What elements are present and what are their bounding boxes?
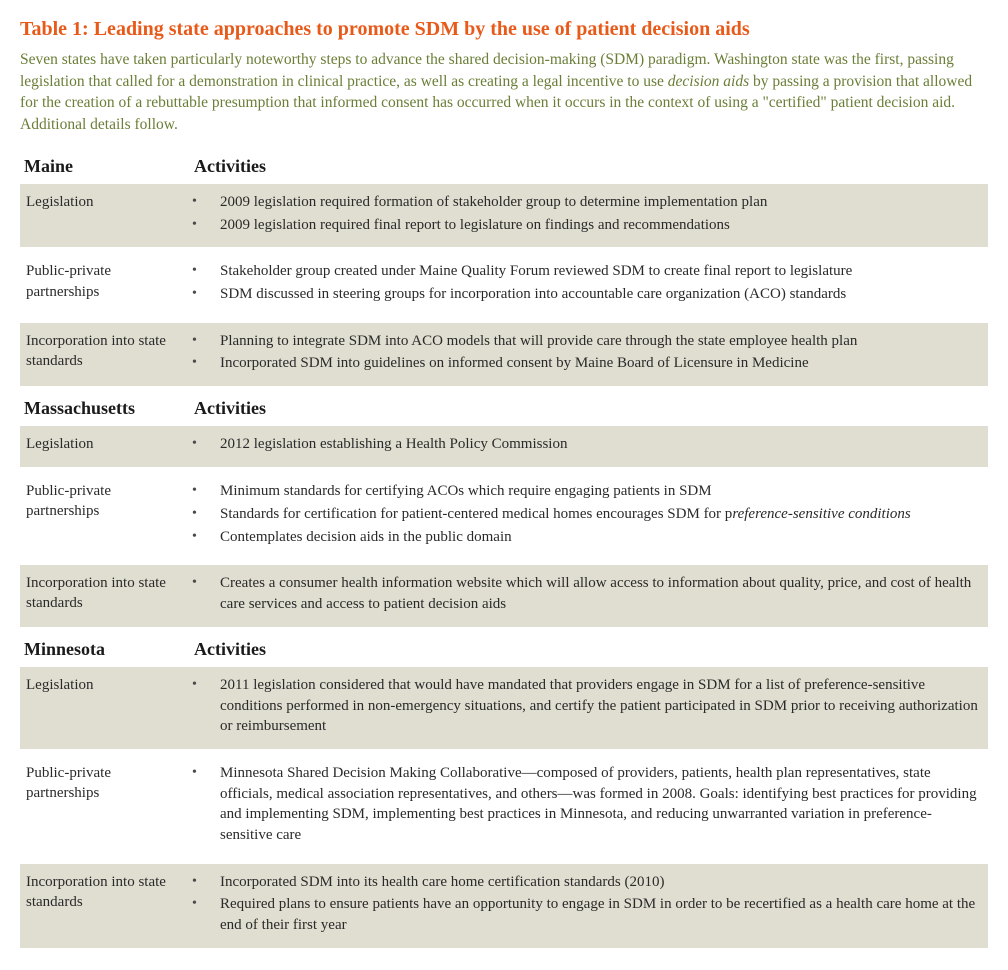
- bullet-text: 2009 legislation required final report t…: [220, 215, 982, 236]
- bullet-icon: •: [190, 527, 220, 547]
- row-label-ppp: Public-private partnerships: [26, 481, 190, 549]
- bullet-icon: •: [190, 353, 220, 373]
- list-item: •Contemplates decision aids in the publi…: [190, 527, 982, 548]
- list-item: •Standards for certification for patient…: [190, 504, 982, 525]
- list-item: •2009 legislation required final report …: [190, 215, 982, 236]
- row-label-ppp: Public-private partnerships: [26, 261, 190, 306]
- list-item: •2011 legislation considered that would …: [190, 675, 982, 737]
- row-label-legislation: Legislation: [26, 192, 190, 237]
- list-item: •SDM discussed in steering groups for in…: [190, 284, 982, 305]
- list-item: •Creates a consumer health information w…: [190, 573, 982, 614]
- intro-italic-1: decision aids: [668, 73, 749, 90]
- row-content: •2009 legislation required formation of …: [190, 192, 982, 237]
- row-content: •2012 legislation establishing a Health …: [190, 434, 982, 457]
- table-row: Legislation •2011 legislation considered…: [20, 667, 988, 749]
- table-row: Legislation •2012 legislation establishi…: [20, 426, 988, 467]
- table-row: Incorporation into state standards •Inco…: [20, 864, 988, 948]
- table-row: Public-private partnerships •Minnesota S…: [20, 755, 988, 858]
- bullet-text: Minnesota Shared Decision Making Collabo…: [220, 763, 982, 846]
- table-row: Legislation •2009 legislation required f…: [20, 184, 988, 247]
- bullet-icon: •: [190, 434, 220, 454]
- state-header-row: Minnesota Activities: [20, 633, 988, 667]
- bullet-text: 2012 legislation establishing a Health P…: [220, 434, 982, 455]
- row-label-legislation: Legislation: [26, 434, 190, 457]
- row-label-inc: Incorporation into state standards: [26, 331, 190, 376]
- state-header-row: Maine Activities: [20, 150, 988, 184]
- bullet-icon: •: [190, 261, 220, 281]
- state-name: Minnesota: [24, 637, 194, 661]
- bullet-text: 2011 legislation considered that would h…: [220, 675, 982, 737]
- bullet-icon: •: [190, 763, 220, 783]
- table-row: Public-private partnerships •Minimum sta…: [20, 473, 988, 559]
- bullet-text: Required plans to ensure patients have a…: [220, 894, 982, 935]
- bullet-text: Contemplates decision aids in the public…: [220, 527, 982, 548]
- activities-header: Activities: [194, 637, 984, 661]
- list-item: •Minimum standards for certifying ACOs w…: [190, 481, 982, 502]
- list-item: •Incorporated SDM into its health care h…: [190, 872, 982, 893]
- bullet-text: SDM discussed in steering groups for inc…: [220, 284, 982, 305]
- bullet-text: Standards for certification for patient-…: [220, 504, 982, 525]
- row-label-inc: Incorporation into state standards: [26, 872, 190, 938]
- row-content: •Stakeholder group created under Maine Q…: [190, 261, 982, 306]
- table-row: Incorporation into state standards •Plan…: [20, 323, 988, 386]
- bullet-icon: •: [190, 481, 220, 501]
- row-label-legislation: Legislation: [26, 675, 190, 739]
- bullet-text: Incorporated SDM into guidelines on info…: [220, 353, 982, 374]
- table-intro: Seven states have taken particularly not…: [20, 49, 988, 136]
- row-label-ppp: Public-private partnerships: [26, 763, 190, 848]
- bullet-icon: •: [190, 331, 220, 351]
- list-item: •Stakeholder group created under Maine Q…: [190, 261, 982, 282]
- bullet-text: Creates a consumer health information we…: [220, 573, 982, 614]
- state-section-massachusetts: Massachusetts Activities Legislation •20…: [20, 392, 988, 626]
- row-content: •2011 legislation considered that would …: [190, 675, 982, 739]
- state-name: Massachusetts: [24, 396, 194, 420]
- table-title: Table 1: Leading state approaches to pro…: [20, 16, 988, 43]
- state-header-row: Massachusetts Activities: [20, 392, 988, 426]
- bullet-icon: •: [190, 573, 220, 593]
- activities-header: Activities: [194, 396, 984, 420]
- row-content: •Planning to integrate SDM into ACO mode…: [190, 331, 982, 376]
- bullet-icon: •: [190, 284, 220, 304]
- list-item: •Incorporated SDM into guidelines on inf…: [190, 353, 982, 374]
- bullet-icon: •: [190, 215, 220, 235]
- bullet-text: Incorporated SDM into its health care ho…: [220, 872, 982, 893]
- bullet-text: Stakeholder group created under Maine Qu…: [220, 261, 982, 282]
- bullet-icon: •: [190, 504, 220, 524]
- table-row: Incorporation into state standards •Crea…: [20, 565, 988, 626]
- table-row: Public-private partnerships •Stakeholder…: [20, 253, 988, 316]
- list-item: •Minnesota Shared Decision Making Collab…: [190, 763, 982, 846]
- row-content: •Incorporated SDM into its health care h…: [190, 872, 982, 938]
- row-content: •Creates a consumer health information w…: [190, 573, 982, 616]
- bullet-icon: •: [190, 872, 220, 892]
- bullet-text: Minimum standards for certifying ACOs wh…: [220, 481, 982, 502]
- list-item: •2009 legislation required formation of …: [190, 192, 982, 213]
- state-name: Maine: [24, 154, 194, 178]
- row-content: •Minnesota Shared Decision Making Collab…: [190, 763, 982, 848]
- bullet-icon: •: [190, 894, 220, 914]
- list-item: •Required plans to ensure patients have …: [190, 894, 982, 935]
- activities-header: Activities: [194, 154, 984, 178]
- bullet-icon: •: [190, 192, 220, 212]
- bullet-text: Planning to integrate SDM into ACO model…: [220, 331, 982, 352]
- row-content: •Minimum standards for certifying ACOs w…: [190, 481, 982, 549]
- row-label-inc: Incorporation into state standards: [26, 573, 190, 616]
- list-item: •2012 legislation establishing a Health …: [190, 434, 982, 455]
- bullet-icon: •: [190, 675, 220, 695]
- list-item: •Planning to integrate SDM into ACO mode…: [190, 331, 982, 352]
- state-section-minnesota: Minnesota Activities Legislation •2011 l…: [20, 633, 988, 948]
- bullet-text: 2009 legislation required formation of s…: [220, 192, 982, 213]
- state-section-maine: Maine Activities Legislation •2009 legis…: [20, 150, 988, 386]
